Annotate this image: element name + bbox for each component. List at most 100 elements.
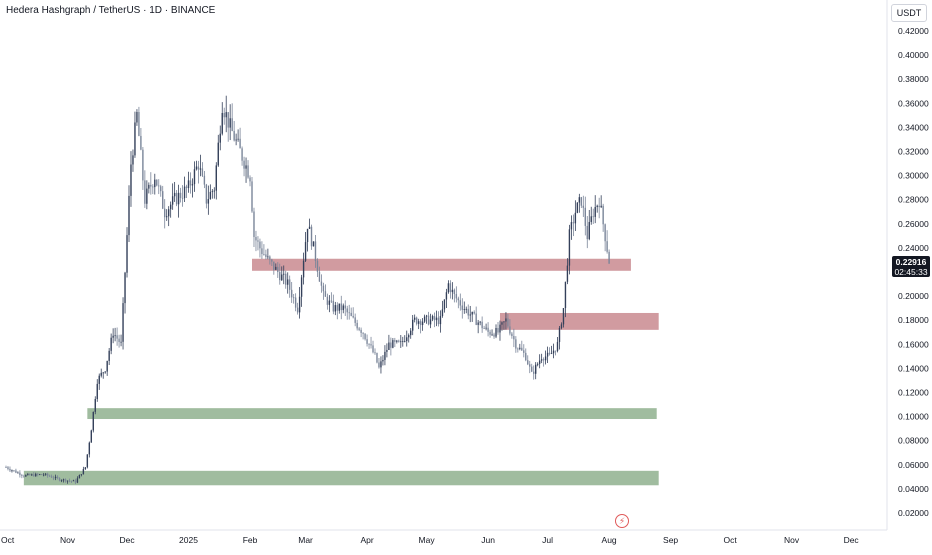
candle-body (370, 344, 372, 346)
candle-body (263, 254, 265, 255)
candle-body (346, 308, 348, 313)
candle-body (235, 139, 237, 141)
support-zone-2 (87, 408, 657, 420)
candle-body (225, 112, 227, 118)
candle-body (580, 197, 583, 206)
candle-body (144, 180, 146, 204)
candle-body (203, 175, 206, 185)
candle-body (562, 308, 565, 325)
candle-body (275, 266, 277, 270)
candle-body (344, 305, 346, 309)
candle-body (360, 329, 362, 333)
candle-body (402, 341, 404, 342)
zones-layer (23, 258, 659, 486)
candle-body (171, 196, 174, 205)
candle-body (247, 165, 249, 178)
candle-body (312, 241, 315, 247)
candle-body (338, 303, 340, 311)
candle-body (332, 300, 335, 312)
candle-body (211, 191, 214, 193)
candle-body (602, 205, 604, 225)
candle-body (78, 474, 81, 479)
candle-body (179, 192, 182, 198)
candle-body (358, 328, 360, 330)
candle-body (116, 335, 118, 339)
candle-body (431, 316, 434, 320)
candle-body (56, 476, 59, 479)
candle-body (509, 326, 511, 334)
candle-body (453, 289, 456, 295)
candle-body (148, 184, 150, 189)
candle-body (146, 188, 148, 204)
candle-body (455, 294, 458, 299)
candle-body (66, 480, 69, 482)
candle-body (167, 209, 170, 217)
candle-body (600, 205, 602, 208)
time-tick-label: Dec (119, 535, 135, 545)
candle-body (380, 361, 382, 368)
candle-body (429, 319, 432, 325)
price-tick-label: 0.10000 (898, 412, 929, 422)
candle-body (108, 350, 110, 361)
candle-body (86, 454, 89, 468)
candle-body (267, 256, 269, 258)
price-tick-label: 0.36000 (898, 98, 929, 108)
candle-body (201, 168, 204, 176)
candle-body (104, 371, 106, 373)
candle-body (604, 224, 606, 242)
candle-body (191, 184, 194, 186)
candle-body (352, 315, 354, 318)
candle-body (574, 212, 577, 224)
candle-body (17, 472, 19, 474)
candle-body (120, 341, 122, 343)
price-tick-label: 0.06000 (898, 460, 929, 470)
candle-body (304, 242, 307, 261)
candle-body (62, 479, 65, 481)
candle-body (336, 305, 339, 311)
candle-body (185, 186, 188, 189)
candle-body (102, 372, 104, 374)
candle-body (27, 474, 29, 476)
time-tick-label: Nov (784, 535, 800, 545)
candle-body (554, 350, 557, 352)
candle-body (515, 339, 517, 349)
candle-body (277, 266, 279, 273)
candle-body (479, 321, 481, 323)
candle-body (489, 331, 491, 335)
candle-body (423, 316, 426, 322)
candle-body (517, 348, 519, 350)
candle-body (596, 205, 598, 208)
candle-body (594, 207, 596, 217)
candle-body (378, 362, 380, 368)
time-tick-label: Sep (663, 535, 678, 545)
candle-body (229, 118, 231, 128)
candle-body (576, 202, 579, 213)
candle-body (606, 241, 608, 252)
candle-body (404, 341, 406, 342)
candle-body (239, 138, 241, 149)
time-axis: Oct Nov Dec 2025 Feb Mar Apr May Jun Jul Aug Sep Oct… (1, 535, 859, 545)
candle-body (525, 352, 527, 361)
candle-body (467, 308, 469, 316)
currency-unit-button[interactable]: USDT (891, 4, 927, 22)
time-tick-label: Aug (602, 535, 617, 545)
candle-body (552, 350, 555, 354)
candle-body (485, 327, 487, 329)
flash-icon[interactable]: ⚡ (615, 514, 629, 528)
candle-body (546, 352, 549, 357)
candle-body (290, 289, 293, 298)
candle-body (7, 467, 9, 469)
candle-body (37, 473, 39, 475)
candle-body (521, 347, 523, 351)
candle-body (443, 299, 446, 310)
candle-body (164, 208, 166, 218)
candle-body (413, 317, 416, 320)
time-tick-label: Dec (844, 535, 860, 545)
candle-body (92, 411, 94, 431)
candle-body (25, 475, 27, 477)
candle-body (481, 321, 483, 329)
candle-body (306, 228, 309, 243)
candle-body (187, 180, 190, 189)
